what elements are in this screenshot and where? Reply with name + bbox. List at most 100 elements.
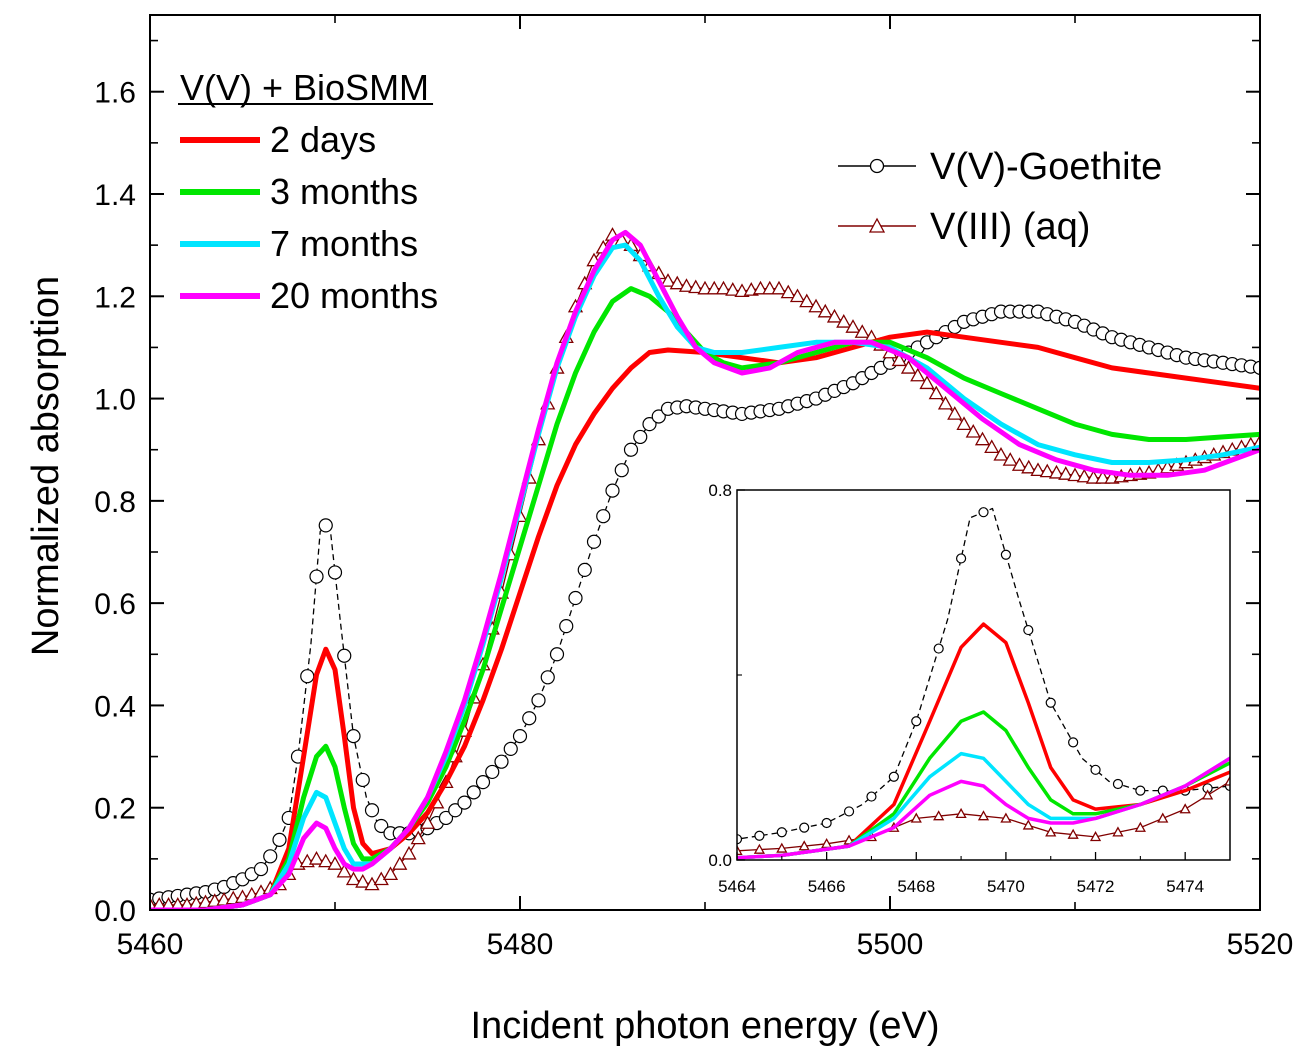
x-tick-label: 5500 bbox=[857, 928, 924, 961]
series-3-months bbox=[150, 286, 1260, 910]
marker-v-v-goethite bbox=[355, 772, 370, 788]
marker-v-iii-aq bbox=[706, 280, 722, 295]
marker-v-iii-aq bbox=[355, 874, 371, 888]
x-tick-label: 5480 bbox=[487, 928, 554, 961]
marker-v-iii-aq bbox=[845, 319, 861, 333]
marker-v-v-goethite bbox=[475, 775, 491, 790]
marker-v-iii-aq bbox=[974, 431, 991, 446]
y-tick-label: 0.8 bbox=[94, 486, 136, 519]
marker-v-iii-aq bbox=[817, 303, 833, 318]
marker-v-v-goethite-inset bbox=[1090, 764, 1101, 775]
marker-v-iii-aq-inset bbox=[776, 842, 788, 853]
marker-v-v-goethite-inset bbox=[737, 834, 743, 845]
marker-v-iii-aq-inset bbox=[1067, 828, 1079, 839]
marker-v-iii-aq-inset bbox=[821, 837, 833, 849]
marker-v-iii-aq bbox=[1076, 468, 1092, 483]
marker-v-v-goethite-inset bbox=[843, 806, 855, 817]
marker-v-iii-aq-inset bbox=[1112, 826, 1124, 837]
marker-v-iii-aq bbox=[715, 280, 732, 295]
marker-v-v-goethite bbox=[346, 729, 361, 744]
marker-v-iii-aq bbox=[947, 406, 963, 420]
marker-v-iii-aq bbox=[382, 866, 399, 881]
marker-v-v-goethite-inset bbox=[821, 817, 832, 829]
marker-v-iii-aq bbox=[910, 367, 926, 382]
inset-x-tick-label: 5468 bbox=[897, 877, 935, 896]
marker-v-v-goethite-inset bbox=[911, 716, 922, 727]
legend-label-7-months: 7 months bbox=[270, 223, 418, 264]
marker-v-iii-aq bbox=[900, 360, 917, 374]
marker-v-iii-aq-inset bbox=[1157, 812, 1169, 823]
marker-v-v-goethite bbox=[596, 509, 611, 524]
marker-v-v-goethite bbox=[503, 741, 518, 757]
marker-v-v-goethite bbox=[642, 417, 657, 432]
marker-v-v-goethite bbox=[540, 670, 555, 685]
marker-v-iii-aq bbox=[919, 375, 935, 390]
marker-v-v-goethite bbox=[586, 534, 602, 549]
marker-v-iii-aq-inset bbox=[753, 843, 766, 854]
marker-v-v-goethite bbox=[485, 764, 500, 780]
marker-v-iii-aq-inset bbox=[1089, 831, 1102, 842]
marker-v-v-goethite bbox=[337, 648, 352, 663]
marker-v-v-goethite bbox=[1252, 360, 1260, 375]
marker-v-iii-aq-inset bbox=[977, 810, 990, 821]
marker-v-iii-aq bbox=[771, 280, 787, 295]
marker-v-iii-aq bbox=[327, 856, 343, 870]
main-plot-area bbox=[150, 227, 1260, 910]
marker-v-v-goethite-inset bbox=[888, 771, 899, 782]
marker-v-iii-aq bbox=[1030, 462, 1046, 477]
x-tick-label: 5520 bbox=[1227, 928, 1294, 961]
marker-v-iii-aq-inset bbox=[1201, 789, 1214, 800]
legend-biosmm: V(V) + BioSMM 2 days 3 months 7 months 20 mo… bbox=[178, 67, 438, 316]
legend-label-2-days: 2 days bbox=[270, 119, 376, 160]
marker-v-iii-aq bbox=[318, 853, 334, 868]
inset-y-tick-label: 0.0 bbox=[708, 851, 732, 870]
marker-v-iii-aq bbox=[1067, 467, 1083, 482]
y-tick-label: 1.6 bbox=[94, 77, 136, 110]
marker-v-v-goethite-inset bbox=[1112, 778, 1124, 790]
marker-v-iii-aq bbox=[789, 288, 806, 303]
y-tick-label: 1.2 bbox=[94, 281, 136, 314]
marker-v-iii-aq bbox=[826, 308, 843, 323]
marker-v-v-goethite-inset bbox=[1135, 785, 1146, 796]
marker-v-iii-aq bbox=[956, 416, 972, 430]
y-tick-label: 1.0 bbox=[94, 384, 136, 417]
marker-v-v-goethite bbox=[623, 442, 639, 457]
series-20-months-inset bbox=[737, 755, 1230, 860]
marker-v-iii-aq bbox=[752, 280, 769, 295]
marker-v-iii-aq bbox=[1011, 457, 1028, 471]
main-axes: 5460 5480 5500 5520 0.0 0.2 0.4 0.6 0.8 1.0 1.2 1.4… bbox=[94, 14, 1294, 961]
marker-v-iii-aq bbox=[150, 897, 158, 910]
marker-v-iii-aq bbox=[965, 423, 981, 438]
marker-v-iii-aq bbox=[308, 851, 325, 865]
marker-v-iii-aq bbox=[660, 273, 676, 287]
marker-v-iii-aq bbox=[780, 284, 796, 299]
y-axis-label: Normalized absorption bbox=[25, 276, 67, 656]
marker-v-iii-aq bbox=[891, 352, 907, 367]
marker-v-v-goethite bbox=[522, 711, 537, 726]
marker-v-v-goethite bbox=[448, 803, 463, 818]
marker-v-iii-aq-inset bbox=[1045, 826, 1057, 837]
marker-v-v-goethite bbox=[651, 409, 666, 424]
marker-v-v-goethite bbox=[438, 810, 454, 826]
inset-x-tick-label: 5470 bbox=[987, 877, 1025, 896]
y-tick-label: 0.0 bbox=[94, 895, 136, 928]
marker-v-v-goethite bbox=[568, 590, 583, 606]
marker-v-iii-aq bbox=[854, 324, 870, 338]
marker-v-v-goethite bbox=[318, 518, 333, 533]
marker-v-iii-aq-inset bbox=[1022, 819, 1034, 830]
marker-v-v-goethite bbox=[549, 647, 565, 662]
marker-v-iii-aq bbox=[836, 314, 852, 328]
marker-v-iii-aq bbox=[678, 278, 695, 292]
marker-v-iii-aq-inset bbox=[1000, 812, 1012, 823]
marker-v-v-goethite-inset bbox=[955, 553, 967, 564]
marker-v-v-goethite bbox=[605, 483, 620, 498]
marker-v-v-goethite bbox=[494, 754, 509, 769]
marker-v-iii-aq-inset bbox=[1224, 775, 1230, 786]
marker-v-v-goethite bbox=[300, 669, 315, 684]
marker-v-v-goethite bbox=[374, 818, 389, 834]
marker-v-v-goethite-inset bbox=[776, 827, 787, 838]
marker-v-v-goethite bbox=[466, 785, 481, 800]
marker-v-iii-aq bbox=[993, 446, 1009, 461]
marker-v-iii-aq bbox=[1021, 459, 1037, 474]
legend-label-3-months: 3 months bbox=[270, 171, 418, 212]
